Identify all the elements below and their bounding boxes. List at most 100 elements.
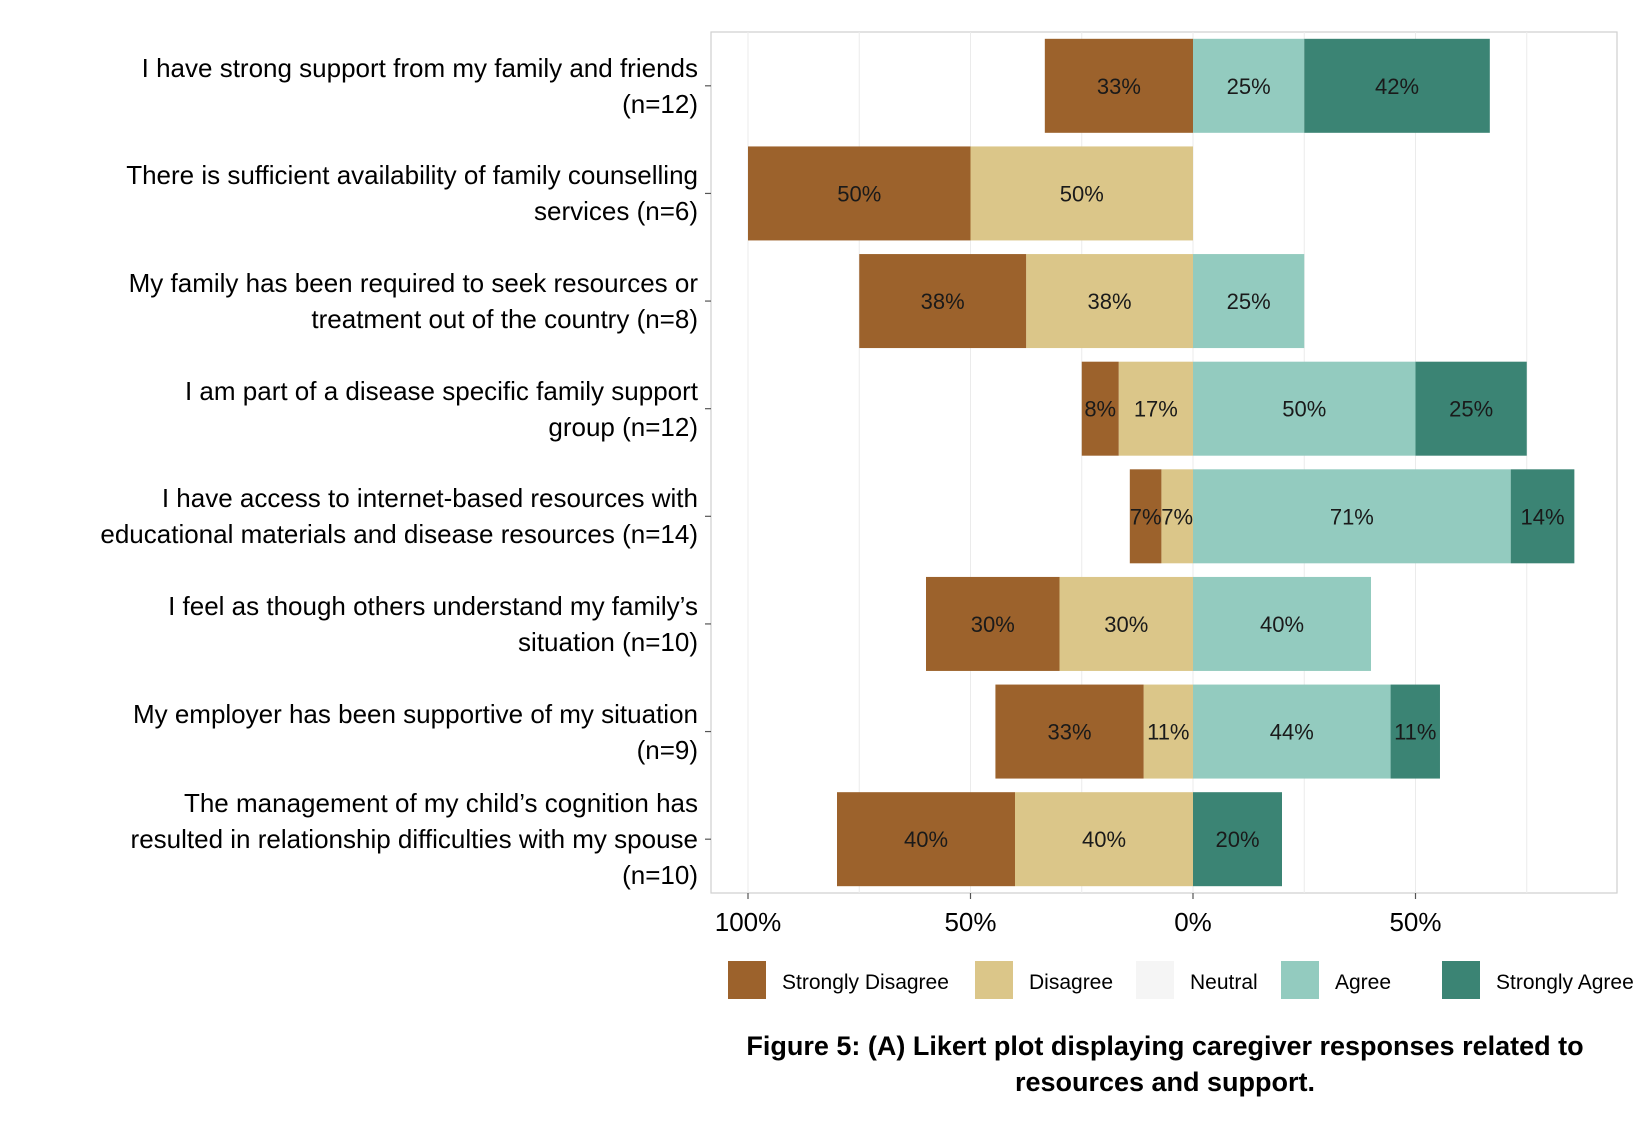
x-tick-label-2: 0% [1174, 907, 1212, 937]
data-label-strongly-agree-0: 42% [1375, 74, 1419, 99]
category-label-4: I have access to internet-based resource… [0, 480, 698, 552]
category-label-3: I am part of a disease specific family s… [0, 373, 698, 445]
category-label-7-line-1: resulted in relationship difficulties wi… [130, 824, 698, 855]
bar-disagree-2 [1026, 254, 1193, 349]
category-label-1-line-0: There is sufficient availability of fami… [126, 160, 698, 191]
category-label-4-line-0: I have access to internet-based resource… [161, 483, 698, 514]
bar-agree-4 [1193, 469, 1511, 564]
category-label-3-line-1: group (n=12) [548, 411, 698, 442]
bar-strongly-agree-7 [1193, 792, 1282, 887]
bar-strongly-disagree-7 [837, 792, 1015, 887]
data-label-strongly-disagree-4: 7% [1130, 504, 1162, 529]
caption-line-2: resources and support. [1014, 1067, 1316, 1097]
category-label-5: I feel as though others understand my fa… [0, 588, 698, 660]
x-tick-label-3: 50% [1389, 907, 1441, 937]
bar-strongly-disagree-0 [1044, 38, 1193, 133]
data-label-disagree-3: 17% [1134, 397, 1178, 422]
data-label-disagree-1: 50% [1060, 181, 1104, 206]
legend-label-2: Neutral [1190, 971, 1258, 994]
bar-agree-3 [1193, 361, 1416, 456]
category-label-0-line-0: I have strong support from my family and… [141, 52, 698, 83]
legend-swatch-2 [1136, 961, 1174, 999]
data-label-disagree-6: 11% [1147, 720, 1189, 745]
data-label-strongly-agree-4: 14% [1521, 504, 1565, 529]
legend-label-3: Agree [1335, 971, 1391, 994]
data-label-disagree-2: 38% [1088, 289, 1132, 314]
data-label-strongly-agree-6: 11% [1394, 720, 1436, 745]
category-label-7-line-0: The management of my child’s cognition h… [183, 788, 698, 819]
bar-strongly-agree-6 [1390, 684, 1440, 779]
category-label-2: My family has been required to seek reso… [0, 265, 698, 337]
bar-strongly-agree-0 [1304, 38, 1490, 133]
bar-disagree-7 [1015, 792, 1193, 887]
category-label-5-line-0: I feel as though others understand my fa… [168, 590, 698, 621]
category-label-7-line-2: (n=10) [622, 860, 698, 891]
category-label-2-line-1: treatment out of the country (n=8) [311, 304, 698, 335]
x-tick-label-1: 50% [944, 907, 996, 937]
bar-strongly-disagree-6 [995, 684, 1144, 779]
legend-item-strongly-disagree: Strongly Disagree [728, 961, 949, 999]
legend-item-disagree: Disagree [975, 961, 1113, 999]
data-label-agree-2: 25% [1227, 289, 1271, 314]
bar-strongly-disagree-5 [926, 576, 1060, 671]
category-label-4-line-1: educational materials and disease resour… [100, 519, 698, 550]
data-label-agree-5: 40% [1260, 612, 1304, 637]
data-label-strongly-disagree-5: 30% [971, 612, 1015, 637]
legend-label-1: Disagree [1029, 971, 1113, 994]
data-label-disagree-5: 30% [1104, 612, 1148, 637]
legend-item-agree: Agree [1281, 961, 1391, 999]
bar-disagree-1 [970, 146, 1193, 241]
legend-swatch-0 [728, 961, 766, 999]
data-label-agree-0: 25% [1227, 74, 1271, 99]
bar-strongly-disagree-4 [1129, 469, 1162, 564]
data-label-agree-3: 50% [1282, 397, 1326, 422]
bar-agree-5 [1193, 576, 1371, 671]
bar-disagree-6 [1143, 684, 1193, 779]
category-label-0-line-1: (n=12) [622, 88, 698, 119]
legend-label-0: Strongly Disagree [782, 971, 949, 994]
data-label-strongly-disagree-2: 38% [921, 289, 965, 314]
bar-agree-0 [1193, 38, 1305, 133]
bar-disagree-3 [1118, 361, 1193, 456]
category-label-7: The management of my child’s cognition h… [0, 785, 698, 893]
data-label-strongly-disagree-1: 50% [837, 181, 881, 206]
category-label-3-line-0: I am part of a disease specific family s… [184, 375, 698, 406]
category-label-5-line-1: situation (n=10) [518, 626, 698, 657]
legend-item-strongly-agree: Strongly Agree [1442, 961, 1634, 999]
data-label-disagree-7: 40% [1082, 827, 1126, 852]
bar-agree-2 [1193, 254, 1305, 349]
caption-line-1: Figure 5: (A) Likert plot displaying car… [746, 1031, 1584, 1061]
bar-strongly-disagree-3 [1081, 361, 1119, 456]
data-label-disagree-4: 7% [1161, 504, 1193, 529]
legend-swatch-4 [1442, 961, 1480, 999]
bar-agree-6 [1193, 684, 1391, 779]
category-label-6-line-1: (n=9) [636, 734, 698, 765]
legend-item-neutral: Neutral [1136, 961, 1258, 999]
bar-disagree-5 [1059, 576, 1193, 671]
category-label-0: I have strong support from my family and… [0, 50, 698, 122]
data-label-strongly-disagree-0: 33% [1097, 74, 1141, 99]
data-label-strongly-disagree-6: 33% [1047, 720, 1091, 745]
bar-strongly-disagree-1 [748, 146, 971, 241]
legend-label-4: Strongly Agree [1496, 971, 1634, 994]
figure-caption: Figure 5: (A) Likert plot displaying car… [690, 1028, 1640, 1100]
category-label-1: There is sufficient availability of fami… [0, 157, 698, 229]
legend-swatch-1 [975, 961, 1013, 999]
bar-strongly-agree-3 [1415, 361, 1527, 456]
data-label-agree-4: 71% [1330, 504, 1374, 529]
data-label-strongly-agree-3: 25% [1449, 397, 1493, 422]
category-label-2-line-0: My family has been required to seek reso… [128, 268, 698, 299]
legend-swatch-3 [1281, 961, 1319, 999]
bar-disagree-4 [1161, 469, 1193, 564]
category-label-6-line-0: My employer has been supportive of my si… [132, 698, 698, 729]
category-label-1-line-1: services (n=6) [534, 196, 698, 227]
bar-strongly-agree-4 [1510, 469, 1575, 564]
data-label-strongly-disagree-7: 40% [904, 827, 948, 852]
bar-strongly-disagree-2 [859, 254, 1027, 349]
data-label-strongly-agree-7: 20% [1215, 827, 1259, 852]
x-tick-label-0: 100% [715, 907, 782, 937]
data-label-agree-6: 44% [1270, 720, 1314, 745]
category-label-6: My employer has been supportive of my si… [0, 696, 698, 768]
